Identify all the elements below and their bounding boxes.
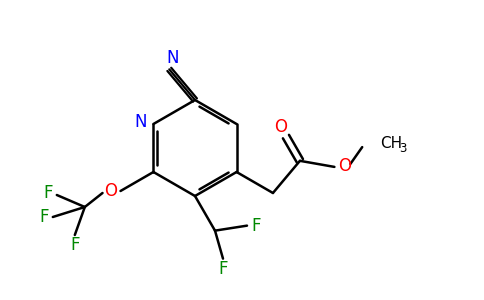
- Text: CH: CH: [380, 136, 402, 151]
- Text: N: N: [166, 50, 179, 68]
- Text: O: O: [104, 182, 117, 200]
- Text: F: F: [43, 184, 53, 202]
- Text: F: F: [218, 260, 228, 278]
- Text: 3: 3: [399, 142, 407, 154]
- Text: O: O: [338, 157, 351, 175]
- Text: O: O: [274, 118, 287, 136]
- Text: F: F: [39, 208, 48, 226]
- Text: F: F: [251, 217, 261, 235]
- Text: F: F: [70, 236, 79, 254]
- Text: N: N: [134, 113, 147, 131]
